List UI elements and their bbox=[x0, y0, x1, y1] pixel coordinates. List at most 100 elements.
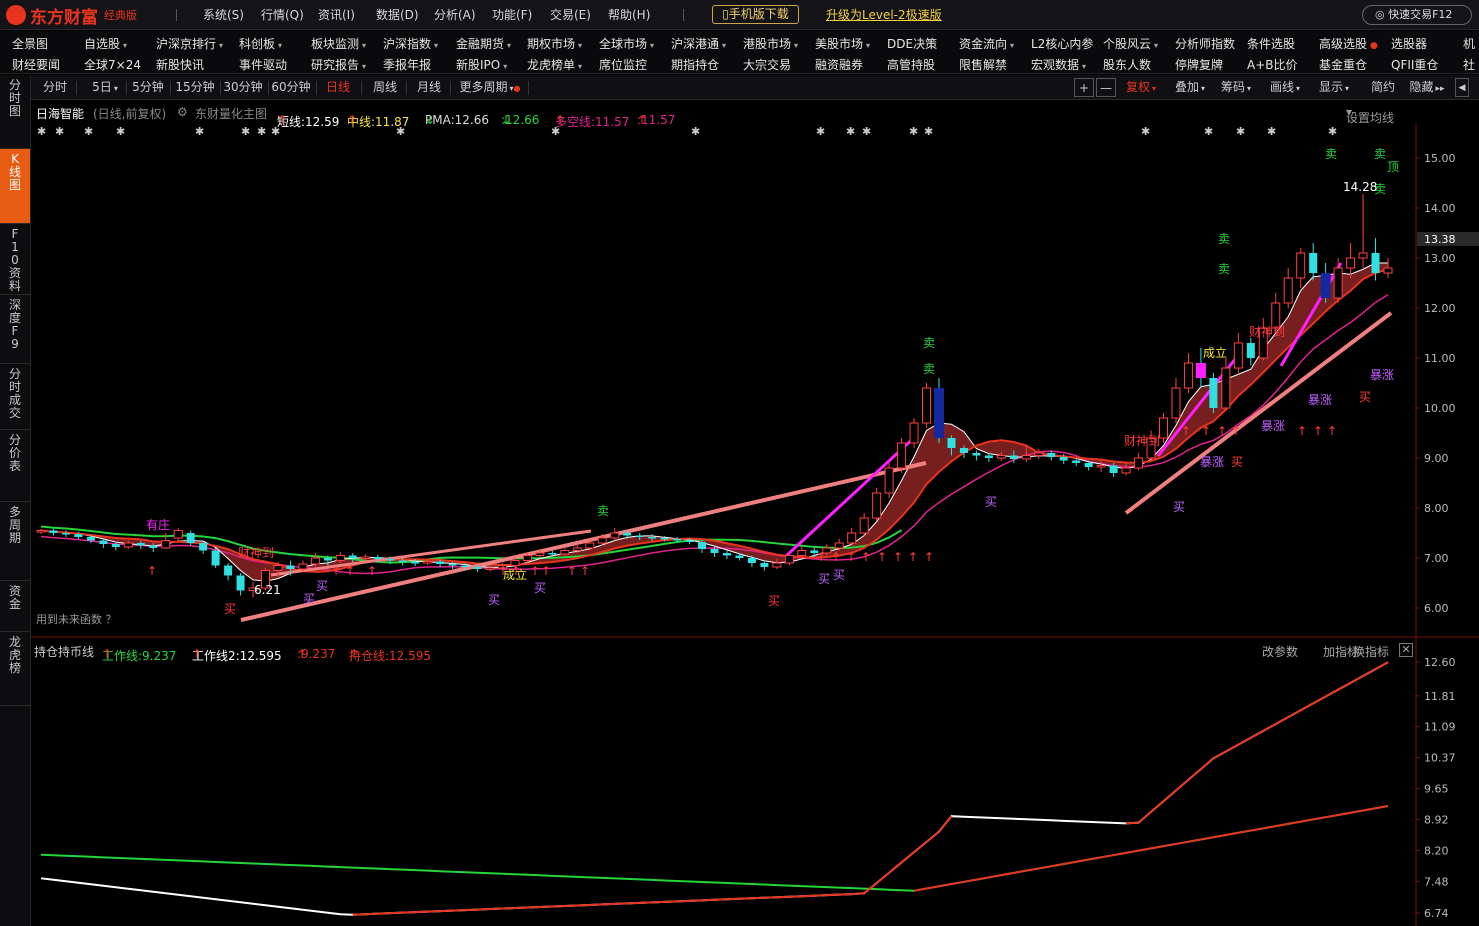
period-tab[interactable]: 5分钟 bbox=[132, 80, 164, 94]
event-star-icon[interactable]: ✱ bbox=[37, 125, 46, 138]
nav-item[interactable]: 社 bbox=[1463, 58, 1476, 72]
kline-chart[interactable]: 15.00 14.00 13.00 12.00 11.00 10.00 9.00 8.00 7.… bbox=[31, 123, 1479, 926]
nav-item[interactable]: 选股器 bbox=[1391, 37, 1428, 51]
toolbar-button[interactable]: 简约 bbox=[1370, 80, 1395, 94]
nav-item[interactable]: 大宗交易 bbox=[743, 58, 792, 72]
period-tab[interactable]: 更多周期 ▾● bbox=[459, 80, 521, 94]
nav-item[interactable]: A+B比价 bbox=[1247, 58, 1298, 72]
menu-system[interactable]: 系统(S) bbox=[203, 8, 244, 22]
sidebar-tab[interactable]: 分时图 bbox=[0, 75, 30, 149]
nav-item[interactable]: 限售解禁 bbox=[959, 58, 1008, 72]
nav-item[interactable]: 机 bbox=[1463, 37, 1476, 51]
period-tab[interactable]: 日线 bbox=[325, 80, 350, 94]
event-star-icon[interactable]: ✱ bbox=[257, 125, 266, 138]
upgrade-level2-link[interactable]: 升级为Level-2极速版 bbox=[826, 8, 942, 22]
nav-item[interactable]: 融资融券 bbox=[815, 58, 864, 72]
menu-function[interactable]: 功能(F) bbox=[492, 8, 533, 22]
nav-item[interactable]: 沪深指数 ▾ bbox=[383, 37, 439, 51]
period-tab[interactable]: 分时 bbox=[42, 80, 67, 94]
event-star-icon[interactable]: ✱ bbox=[84, 125, 93, 138]
event-star-icon[interactable]: ✱ bbox=[1236, 125, 1245, 138]
event-star-icon[interactable]: ✱ bbox=[195, 125, 204, 138]
event-star-icon[interactable]: ✱ bbox=[1328, 125, 1337, 138]
menu-help[interactable]: 帮助(H) bbox=[608, 8, 651, 22]
sidebar-tab[interactable]: 多周期 bbox=[0, 502, 30, 581]
period-tab[interactable]: 30分钟 bbox=[223, 80, 263, 94]
nav-item[interactable]: 条件选股 bbox=[1247, 37, 1296, 51]
event-star-icon[interactable]: ✱ bbox=[862, 125, 871, 138]
toolbar-button[interactable]: 画线 ▾ bbox=[1269, 80, 1301, 94]
nav-item[interactable]: L2核心内参 bbox=[1031, 37, 1094, 51]
quick-trade-button[interactable]: ◎ 快速交易F12 bbox=[1362, 5, 1472, 25]
period-tab[interactable]: 15分钟 bbox=[175, 80, 215, 94]
nav-item[interactable]: 新股IPO ▾ bbox=[456, 58, 508, 72]
mobile-download-button[interactable]: ▯手机版下载 bbox=[712, 5, 799, 24]
event-star-icon[interactable]: ✱ bbox=[924, 125, 933, 138]
toolbar-button[interactable]: 显示 ▾ bbox=[1318, 80, 1350, 94]
toolbar-button[interactable]: 复权 ▾ bbox=[1125, 80, 1157, 94]
nav-item[interactable]: DDE决策 bbox=[887, 37, 938, 51]
scroll-left-icon[interactable]: ◀ bbox=[1455, 78, 1469, 97]
indicator-name[interactable]: 东财量化主图 bbox=[195, 107, 268, 121]
nav-item[interactable]: 基金重仓 bbox=[1319, 58, 1368, 72]
menu-trade[interactable]: 交易(E) bbox=[550, 8, 591, 22]
event-star-icon[interactable]: ✱ bbox=[909, 125, 918, 138]
nav-item[interactable]: 事件驱动 bbox=[239, 58, 288, 72]
nav-item[interactable]: 全景图 bbox=[12, 37, 49, 51]
event-star-icon[interactable]: ✱ bbox=[1204, 125, 1213, 138]
period-tab[interactable]: 月线 bbox=[416, 80, 441, 94]
sub-indicator-name[interactable]: 持仓持币线 bbox=[34, 645, 95, 659]
nav-item[interactable]: 港股市场 ▾ bbox=[743, 37, 799, 51]
nav-item[interactable]: 高级选股 ● bbox=[1319, 37, 1378, 51]
event-star-icon[interactable]: ✱ bbox=[551, 125, 560, 138]
period-tab[interactable]: 60分钟 bbox=[271, 80, 311, 94]
nav-item[interactable]: 宏观数据 ▾ bbox=[1031, 58, 1087, 72]
event-star-icon[interactable]: ✱ bbox=[271, 125, 280, 138]
close-indicator-icon[interactable]: ✕ bbox=[1399, 643, 1413, 657]
nav-item[interactable]: 股东人数 bbox=[1103, 58, 1152, 72]
event-star-icon[interactable]: ✱ bbox=[55, 125, 64, 138]
swap-indicator-button[interactable]: 换指标 bbox=[1353, 645, 1390, 659]
nav-item[interactable]: 金融期货 ▾ bbox=[456, 37, 512, 51]
sidebar-tab[interactable]: 龙虎榜 bbox=[0, 632, 30, 706]
nav-item[interactable]: 美股市场 ▾ bbox=[815, 37, 871, 51]
menu-news[interactable]: 资讯(I) bbox=[318, 8, 355, 22]
toolbar-button[interactable]: 筹码 ▾ bbox=[1220, 80, 1252, 94]
nav-item[interactable]: 资金流向 ▾ bbox=[959, 37, 1015, 51]
toolbar-button[interactable]: 隐藏 ▸▸ bbox=[1409, 80, 1445, 94]
event-star-icon[interactable]: ✱ bbox=[1141, 125, 1150, 138]
nav-item[interactable]: 板块监测 ▾ bbox=[311, 37, 367, 51]
nav-item[interactable]: 龙虎榜单 ▾ bbox=[527, 58, 583, 72]
nav-item[interactable]: 科创板 ▾ bbox=[239, 37, 283, 51]
menu-quote[interactable]: 行情(Q) bbox=[261, 8, 304, 22]
add-indicator-button[interactable]: 加指标 bbox=[1323, 645, 1360, 659]
nav-item[interactable]: 分析师指数 bbox=[1175, 37, 1236, 51]
sidebar-tab[interactable]: 分价表 bbox=[0, 430, 30, 502]
event-star-icon[interactable]: ✱ bbox=[846, 125, 855, 138]
toolbar-button[interactable]: + bbox=[1074, 78, 1094, 97]
indicator-gear-icon[interactable]: ⚙ bbox=[177, 105, 188, 119]
toolbar-button[interactable]: — bbox=[1096, 78, 1116, 97]
nav-item[interactable]: 席位监控 bbox=[599, 58, 648, 72]
settings-ma-button[interactable]: 设置均线 ▾ bbox=[1346, 105, 1395, 125]
nav-item[interactable]: 研究报告 ▾ bbox=[311, 58, 367, 72]
nav-item[interactable]: QFII重仓 bbox=[1391, 58, 1439, 72]
nav-item[interactable]: 停牌复牌 bbox=[1175, 58, 1224, 72]
toolbar-button[interactable]: 叠加 ▾ bbox=[1174, 80, 1206, 94]
nav-item[interactable]: 全球7×24 bbox=[84, 58, 141, 72]
menu-analysis[interactable]: 分析(A) bbox=[434, 8, 476, 22]
nav-item[interactable]: 财经要闻 bbox=[12, 58, 61, 72]
event-star-icon[interactable]: ✱ bbox=[396, 125, 405, 138]
change-params-button[interactable]: 改参数 bbox=[1262, 645, 1299, 659]
nav-item[interactable]: 期权市场 ▾ bbox=[527, 37, 583, 51]
period-tab[interactable]: 周线 bbox=[372, 80, 397, 94]
nav-item[interactable]: 季报年报 bbox=[383, 58, 432, 72]
nav-item[interactable]: 新股快讯 bbox=[156, 58, 205, 72]
nav-item[interactable]: 沪深京排行 ▾ bbox=[156, 37, 224, 51]
period-tab[interactable]: 5日 ▾ bbox=[92, 80, 118, 94]
nav-item[interactable]: 全球市场 ▾ bbox=[599, 37, 655, 51]
sidebar-tab[interactable]: 资金 bbox=[0, 581, 30, 632]
